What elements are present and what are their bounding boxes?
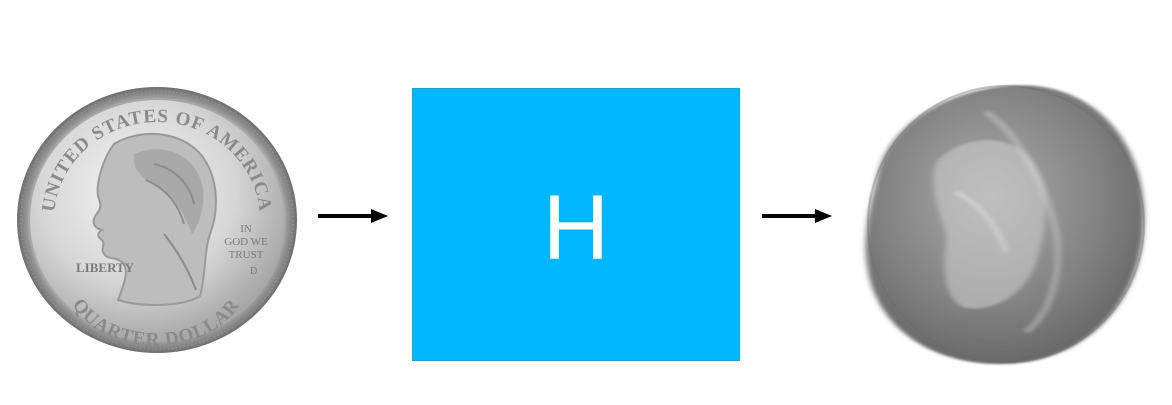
arrow-head xyxy=(371,209,388,223)
arrow-head xyxy=(815,209,832,223)
coin-motto-line-2: GOD WE xyxy=(224,236,268,248)
coin-mint-mark: D xyxy=(250,266,257,277)
arrow-shaft xyxy=(762,214,816,218)
blur-operator-box: H xyxy=(412,88,740,361)
operator-label: H xyxy=(542,176,610,279)
input-quarter-coin: UNITED STATES OF AMERICA QUARTER DOLLAR … xyxy=(17,87,297,353)
coin-motto-line-1: IN xyxy=(240,223,252,235)
arrow-shaft xyxy=(318,214,372,218)
coin-liberty: LIBERTY xyxy=(76,260,135,275)
right-arrow-icon xyxy=(318,209,388,223)
coin-motto-line-3: TRUST xyxy=(229,249,264,261)
right-arrow-icon xyxy=(762,209,832,223)
blurred-portrait-smear xyxy=(933,140,1046,309)
blurred-output-coin xyxy=(865,85,1145,365)
